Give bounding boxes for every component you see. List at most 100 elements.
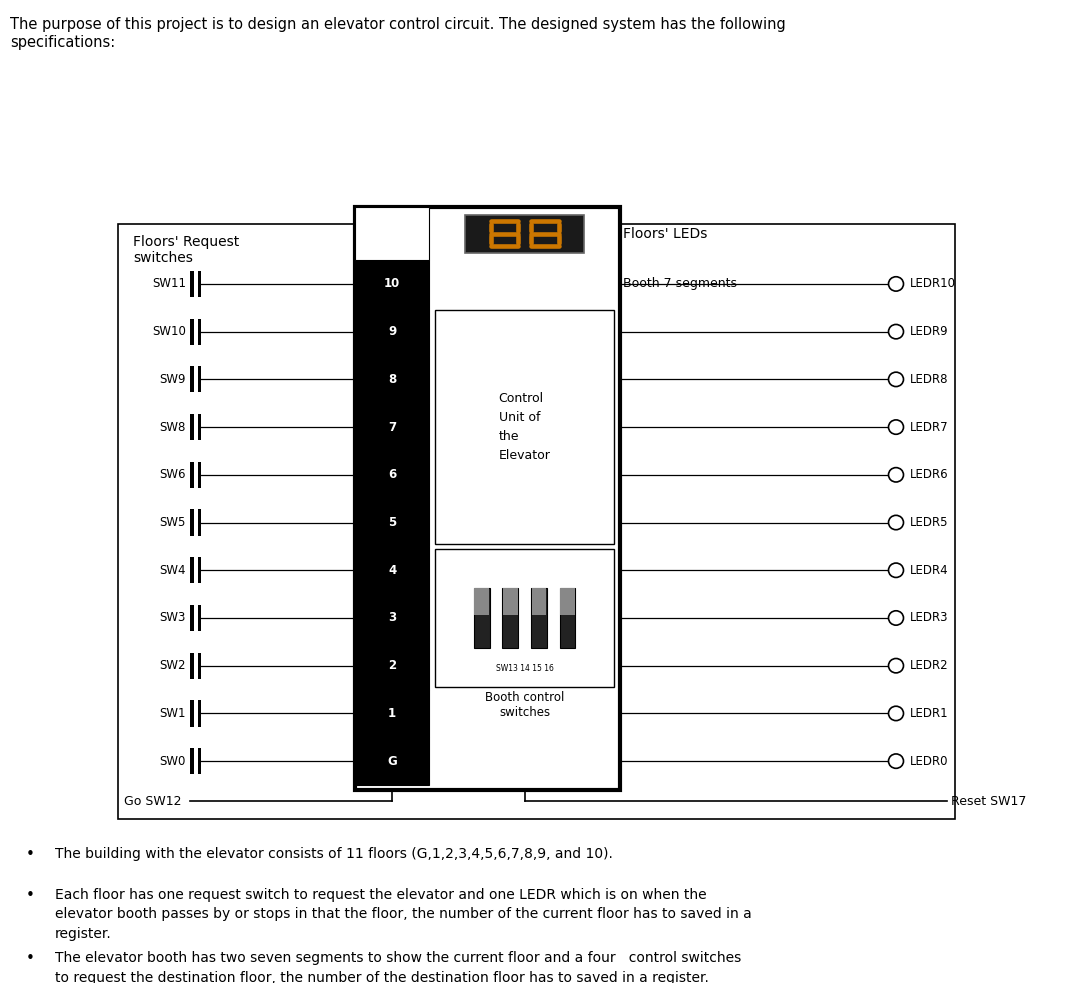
Text: 10: 10 <box>384 277 401 290</box>
Bar <box>474 588 489 615</box>
Text: LEDR8: LEDR8 <box>909 373 948 386</box>
Text: The building with the elevator consists of 11 floors (G,1,2,3,4,5,6,7,8,9, and 1: The building with the elevator consists … <box>55 847 612 861</box>
Text: 1: 1 <box>388 707 396 720</box>
Bar <box>355 207 620 789</box>
Text: 9: 9 <box>388 325 396 338</box>
Text: SW9: SW9 <box>160 373 186 386</box>
Text: LEDR9: LEDR9 <box>909 325 948 338</box>
Text: LEDR6: LEDR6 <box>909 468 948 482</box>
Text: G: G <box>388 755 397 768</box>
Text: SW0: SW0 <box>160 755 186 768</box>
Bar <box>198 414 201 440</box>
Bar <box>355 547 429 594</box>
Text: 8: 8 <box>388 373 396 386</box>
Circle shape <box>889 277 904 291</box>
Text: LEDR7: LEDR7 <box>909 421 948 434</box>
Bar <box>190 367 193 392</box>
Bar <box>435 549 615 687</box>
Bar <box>190 462 193 488</box>
Text: •: • <box>26 888 35 902</box>
Text: Floors' Request
switches: Floors' Request switches <box>133 235 240 265</box>
Bar <box>355 308 429 356</box>
Bar <box>198 462 201 488</box>
Circle shape <box>889 706 904 721</box>
Bar <box>531 588 546 615</box>
Bar <box>355 689 429 737</box>
Text: 4: 4 <box>388 564 396 577</box>
Text: SW5: SW5 <box>160 516 186 529</box>
Bar <box>190 700 193 726</box>
Text: 2: 2 <box>388 660 396 672</box>
Bar <box>355 260 429 308</box>
Bar <box>198 270 201 297</box>
Text: SW10: SW10 <box>152 325 186 338</box>
Bar <box>355 207 429 260</box>
Bar <box>355 737 429 785</box>
Text: Booth control
switches: Booth control switches <box>485 691 564 719</box>
Bar <box>355 498 429 547</box>
Text: LEDR0: LEDR0 <box>909 755 948 768</box>
Bar <box>190 414 193 440</box>
Bar <box>198 509 201 536</box>
Text: 5: 5 <box>388 516 396 529</box>
Bar <box>190 270 193 297</box>
Text: 3: 3 <box>388 611 396 624</box>
Bar <box>355 642 429 689</box>
Bar <box>190 748 193 775</box>
Text: SW11: SW11 <box>152 277 186 290</box>
Text: SW4: SW4 <box>160 564 186 577</box>
Bar <box>355 594 429 642</box>
Bar <box>190 653 193 679</box>
Bar <box>355 403 429 451</box>
Circle shape <box>889 563 904 577</box>
Bar <box>355 356 429 403</box>
Text: Floors' LEDs: Floors' LEDs <box>623 227 707 241</box>
Circle shape <box>889 610 904 625</box>
Text: The purpose of this project is to design an elevator control circuit. The design: The purpose of this project is to design… <box>10 18 786 50</box>
Text: The elevator booth has two seven segments to show the current floor and a four  : The elevator booth has two seven segment… <box>55 951 741 983</box>
Bar <box>190 605 193 631</box>
Text: SW1: SW1 <box>160 707 186 720</box>
Bar <box>118 223 955 819</box>
Bar <box>561 588 575 615</box>
Bar <box>198 653 201 679</box>
Text: SW2: SW2 <box>160 660 186 672</box>
Text: Reset SW17: Reset SW17 <box>951 795 1026 808</box>
Circle shape <box>889 754 904 769</box>
Text: 7: 7 <box>388 421 396 434</box>
Text: SW6: SW6 <box>160 468 186 482</box>
Circle shape <box>889 468 904 482</box>
Text: SW8: SW8 <box>160 421 186 434</box>
Bar <box>190 557 193 583</box>
Bar <box>198 318 201 345</box>
Bar <box>198 605 201 631</box>
Bar <box>198 700 201 726</box>
Bar <box>559 588 576 649</box>
Bar <box>198 367 201 392</box>
Bar <box>502 588 518 649</box>
Text: LEDR4: LEDR4 <box>909 564 948 577</box>
Text: Booth 7 segments: Booth 7 segments <box>623 277 737 290</box>
Text: Each floor has one request switch to request the elevator and one LEDR which is : Each floor has one request switch to req… <box>55 888 752 941</box>
Bar <box>355 451 429 498</box>
Text: LEDR2: LEDR2 <box>909 660 948 672</box>
Text: •: • <box>26 847 35 862</box>
Circle shape <box>889 515 904 530</box>
Bar <box>474 588 489 649</box>
Bar <box>190 509 193 536</box>
Text: LEDR3: LEDR3 <box>909 611 948 624</box>
Bar <box>531 588 546 649</box>
Bar <box>435 311 615 544</box>
Bar <box>198 748 201 775</box>
Text: •: • <box>26 951 35 966</box>
Text: SW13 14 15 16: SW13 14 15 16 <box>496 665 554 673</box>
Bar <box>465 214 584 253</box>
Bar <box>198 557 201 583</box>
Text: LEDR1: LEDR1 <box>909 707 948 720</box>
Text: LEDR5: LEDR5 <box>909 516 948 529</box>
Text: 6: 6 <box>388 468 396 482</box>
Circle shape <box>889 373 904 386</box>
Circle shape <box>889 420 904 434</box>
Text: SW3: SW3 <box>160 611 186 624</box>
Bar <box>503 588 517 615</box>
